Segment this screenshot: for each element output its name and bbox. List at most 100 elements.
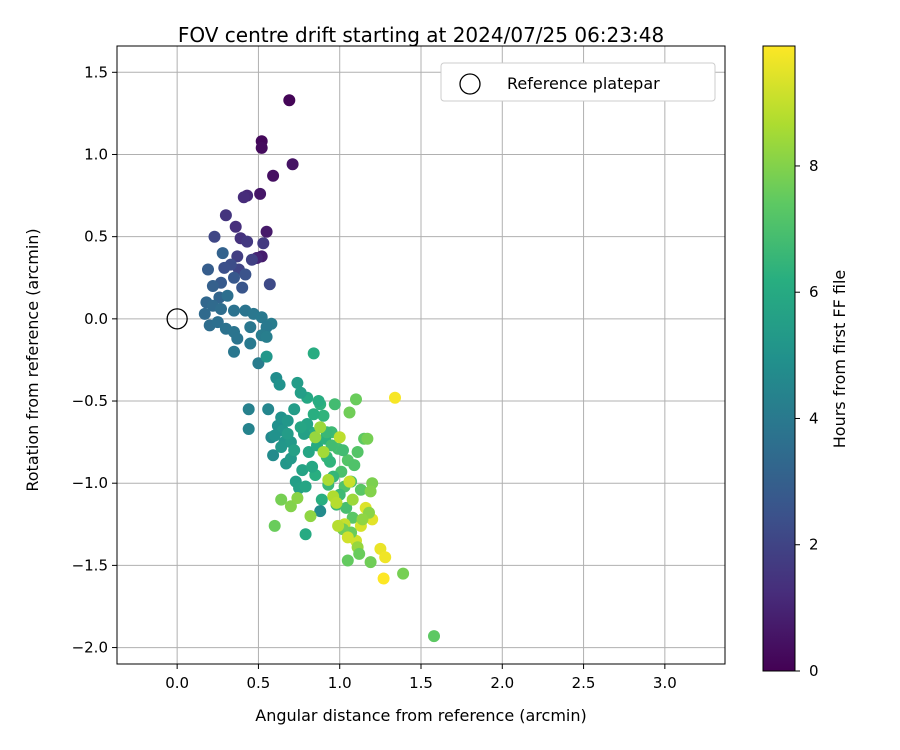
- scatter-point: [286, 158, 299, 171]
- y-tick-label: 1.5: [84, 63, 108, 81]
- x-tick-label: 0.5: [247, 674, 271, 692]
- scatter-point: [364, 485, 377, 498]
- scatter-point: [397, 567, 410, 580]
- scatter-point: [346, 511, 359, 524]
- scatter-point: [260, 350, 273, 363]
- y-tick-label: −0.5: [72, 392, 108, 410]
- scatter-points: [198, 94, 440, 643]
- scatter-point: [228, 304, 240, 317]
- scatter-point: [241, 235, 254, 248]
- colorbar-tick-label: 0: [809, 662, 819, 680]
- scatter-point: [231, 332, 244, 345]
- scatter-point: [228, 271, 240, 284]
- x-tick-label: 1.0: [328, 674, 352, 692]
- scatter-point: [309, 431, 322, 444]
- legend: Reference platepar: [440, 62, 716, 102]
- scatter-point: [284, 500, 297, 513]
- y-tick-label: −1.5: [72, 556, 108, 574]
- scatter-point: [202, 263, 214, 276]
- scatter-point: [231, 250, 244, 263]
- scatter-point: [242, 403, 255, 416]
- scatter-point: [353, 547, 366, 560]
- scatter-point: [288, 444, 301, 457]
- scatter-point: [346, 493, 359, 506]
- grid: [117, 46, 725, 664]
- scatter-point: [275, 493, 288, 506]
- scatter-point: [216, 247, 229, 260]
- scatter-point: [356, 513, 369, 526]
- y-axis-label: Rotation from reference (arcmin): [23, 228, 42, 491]
- scatter-point: [348, 459, 361, 472]
- legend-box: [440, 62, 716, 102]
- scatter-point: [340, 501, 353, 514]
- scatter-point: [244, 321, 257, 334]
- scatter-point: [275, 441, 288, 453]
- scatter-point: [228, 345, 240, 358]
- scatter-point: [252, 357, 265, 370]
- scatter-point: [273, 378, 286, 391]
- scatter-point: [322, 473, 335, 486]
- scatter-point: [337, 444, 349, 457]
- scatter-point: [343, 406, 356, 419]
- scatter-point: [341, 554, 354, 567]
- y-tick-label: −1.0: [72, 474, 108, 492]
- scatter-point: [263, 278, 276, 291]
- scatter-point: [215, 303, 227, 315]
- scatter-point: [283, 94, 296, 107]
- scatter-point: [267, 169, 280, 182]
- scatter-point: [198, 307, 211, 320]
- scatter-point: [307, 408, 320, 421]
- scatter-point: [239, 268, 252, 281]
- scatter-point: [281, 414, 294, 427]
- y-tick-label: 0.5: [84, 228, 108, 246]
- axis-ticks: 0.0 0.5 1.0 1.5 2.0 2.5 3.0 1.5 1.0 0.5 0.0 −0.5 −1.…: [72, 63, 677, 692]
- scatter-point: [302, 446, 315, 458]
- x-tick-label: 3.0: [653, 674, 677, 692]
- reference-platepar-marker: [166, 308, 188, 330]
- scatter-point: [219, 209, 232, 222]
- x-tick-label: 2.0: [490, 674, 514, 692]
- scatter-point: [296, 464, 309, 477]
- scatter-point: [291, 492, 304, 504]
- scatter-point: [229, 220, 242, 233]
- scatter-point: [236, 281, 249, 294]
- colorbar-label: Hours from first FF file: [830, 270, 849, 449]
- scatter-point: [260, 330, 273, 343]
- colorbar-tick-label: 4: [809, 409, 819, 427]
- scatter-point: [299, 480, 312, 493]
- scatter-point: [237, 191, 250, 204]
- scatter-point: [257, 237, 270, 250]
- colorbar-tick-label: 6: [809, 283, 819, 301]
- scatter-point: [341, 531, 354, 544]
- legend-reference-icon: [459, 73, 481, 95]
- scatter-point: [245, 253, 258, 266]
- colorbar-tick-label: 2: [809, 536, 819, 554]
- scatter-point: [294, 421, 307, 434]
- scatter-point: [244, 337, 257, 350]
- scatter-point: [332, 519, 345, 532]
- scatter-point: [361, 432, 374, 445]
- scatter-point: [312, 395, 325, 407]
- scatter-point: [389, 391, 401, 404]
- scatter-point: [268, 429, 281, 442]
- scatter-point: [317, 409, 330, 422]
- scatter-point: [354, 483, 367, 496]
- scatter-point: [242, 423, 255, 435]
- scatter-point: [255, 311, 268, 324]
- colorbar-gradient: [762, 45, 796, 672]
- scatter-point: [262, 403, 275, 416]
- scatter-point: [288, 403, 301, 416]
- scatter-point: [324, 455, 336, 468]
- colorbar-tick-label: 8: [809, 157, 819, 175]
- scatter-point: [328, 398, 341, 411]
- x-axis-label: Angular distance from reference (arcmin): [255, 706, 586, 725]
- colorbar: 0 2 4 6 8 Hours from first FF file: [762, 45, 849, 680]
- scatter-point: [299, 528, 312, 541]
- scatter-point: [325, 439, 338, 452]
- scatter-point: [211, 316, 224, 329]
- scatter-point: [317, 446, 330, 458]
- scatter-point: [307, 347, 320, 360]
- legend-label-reference-platepar: Reference platepar: [507, 74, 660, 93]
- colorbar-ticks: 0 2 4 6 8: [795, 157, 819, 680]
